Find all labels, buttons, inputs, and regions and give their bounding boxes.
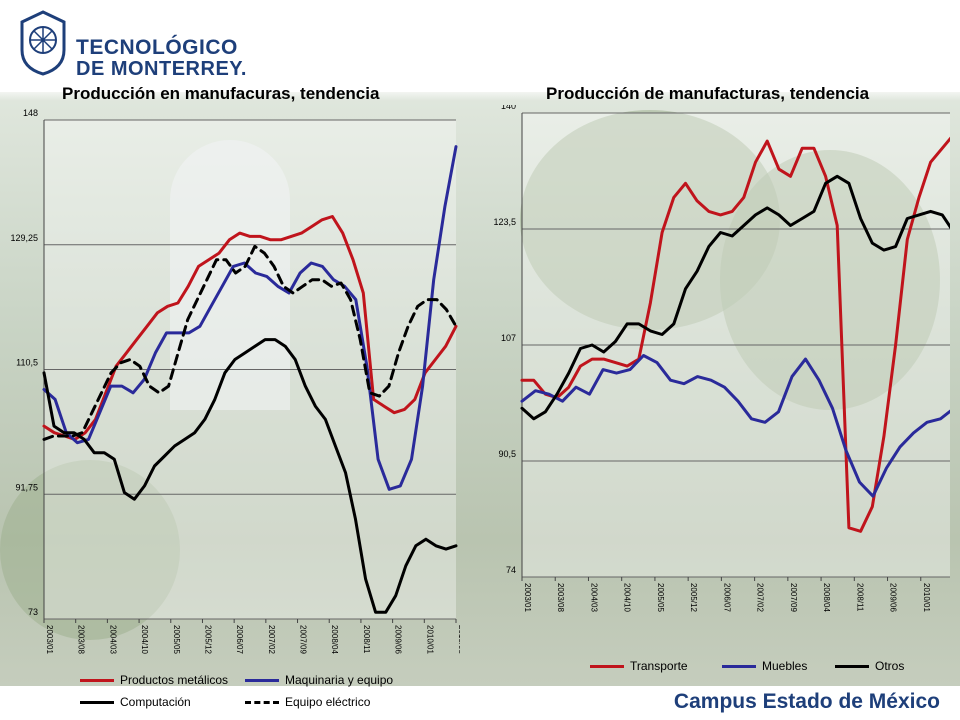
y-tick-label: 140 [501, 105, 516, 111]
legend-label: Productos metálicos [120, 673, 229, 687]
legend-swatch [722, 665, 756, 669]
x-tick-label: 2008/04 [330, 625, 339, 654]
legend-item: Maquinaria y equipo [245, 673, 393, 687]
series-line [520, 174, 950, 421]
y-tick-label: 110,5 [16, 358, 38, 368]
y-tick-label: 107 [501, 333, 516, 343]
header [0, 0, 960, 92]
series-line [42, 338, 458, 614]
series-line [520, 354, 950, 498]
logo-seal-icon [20, 10, 66, 76]
series-line [42, 215, 458, 441]
legend-label: Equipo eléctrico [285, 695, 371, 709]
x-tick-label: 2004/10 [140, 625, 149, 654]
x-tick-label: 2004/03 [589, 583, 598, 612]
x-tick-label: 2003/08 [556, 583, 565, 612]
x-tick-label: 2008/11 [362, 625, 371, 654]
legend-label: Transporte [630, 659, 688, 673]
x-tick-label: 2005/12 [689, 583, 698, 612]
x-tick-label: 2005/05 [172, 625, 181, 654]
x-tick-label: 2009/06 [394, 625, 403, 654]
legend-swatch [835, 665, 869, 669]
x-tick-label: 2007/09 [789, 583, 798, 612]
legend-label: Maquinaria y equipo [285, 673, 394, 687]
legend-swatch [80, 679, 114, 683]
x-tick-label: 2005/12 [203, 625, 212, 654]
legend-label: Otros [875, 659, 905, 673]
legend-swatch [245, 701, 279, 705]
left-chart-title: Producción en manufacuras, tendencia [62, 84, 380, 103]
x-tick-label: 2010/01 [425, 625, 434, 654]
series-line [42, 244, 458, 441]
campus-label: Campus Estado de México [673, 690, 940, 713]
footer [0, 686, 960, 720]
x-tick-label: 2007/02 [756, 583, 765, 612]
legend-swatch [80, 701, 114, 705]
x-tick-label: 2003/01 [45, 625, 54, 654]
series-line [42, 145, 458, 491]
x-tick-label: 2004/03 [108, 625, 117, 654]
legend-item: Transporte [590, 659, 688, 673]
background-tree [0, 460, 180, 640]
x-tick-label: 2007/02 [267, 625, 276, 654]
x-tick-label: 2006/07 [722, 583, 731, 612]
y-tick-label: 74 [506, 565, 516, 575]
legend-item: Computación [80, 695, 191, 709]
y-tick-label: 148 [23, 108, 38, 118]
x-tick-label: 2003/01 [523, 583, 532, 612]
logo-line-2: DE MONTERREY. [76, 58, 247, 80]
legend-item: Otros [835, 659, 904, 673]
y-tick-label: 91,75 [15, 482, 38, 492]
y-tick-label: 73 [28, 607, 38, 617]
logo: TECNOLÓGICO DE MONTERREY. [18, 10, 258, 80]
x-tick-label: 2010/01 [922, 583, 931, 612]
right-chart-title: Producción de manufacturas, tendencia [546, 84, 870, 103]
legend-item: Productos metálicos [80, 673, 228, 687]
y-tick-label: 90,5 [498, 449, 516, 459]
legend-swatch [590, 665, 624, 669]
x-tick-label: 2007/09 [299, 625, 308, 654]
left-chart: 148 129,25 110,5 91,75 73 2003/01 2003/08 2004/… [10, 108, 460, 654]
legend-item: Equipo eléctrico [245, 695, 370, 709]
x-tick-label: 2005/05 [656, 583, 665, 612]
legend-label: Muebles [762, 659, 808, 673]
legend-label: Computación [120, 695, 191, 709]
x-tick-label: 2010/08 [457, 625, 460, 654]
x-tick-label: 2004/10 [623, 583, 632, 612]
logo-line-1: TECNOLÓGICO [76, 36, 238, 59]
x-tick-label: 2008/11 [855, 583, 864, 612]
x-tick-label: 2003/08 [77, 625, 86, 654]
legend-item: Muebles [722, 659, 807, 673]
right-chart: 140 123,5 107 90,5 74 2003/01 2003/08 2004/03 20… [493, 105, 950, 612]
series-line [520, 136, 950, 533]
legend-swatch [245, 679, 279, 683]
y-tick-label: 123,5 [493, 217, 516, 227]
x-tick-label: 2009/06 [889, 583, 898, 612]
x-tick-label: 2008/04 [822, 583, 831, 612]
y-tick-label: 129,25 [10, 233, 38, 243]
x-tick-label: 2006/07 [235, 625, 244, 654]
